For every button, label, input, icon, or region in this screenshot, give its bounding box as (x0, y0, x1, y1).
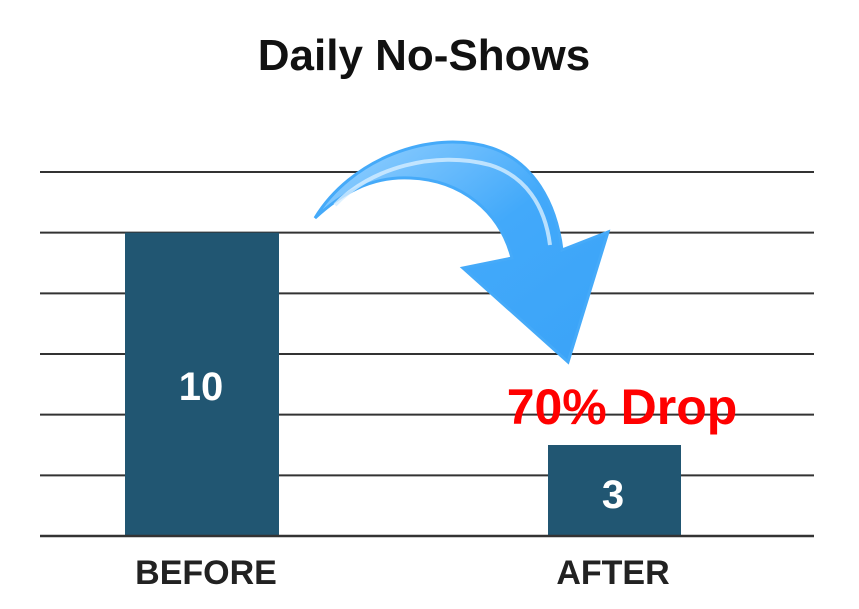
bar-before (125, 232, 279, 536)
chart-title: Daily No-Shows (258, 31, 591, 80)
drop-annotation: 70% Drop (507, 379, 738, 435)
bars (125, 232, 681, 536)
bar-data-label-before: 10 (179, 365, 224, 409)
bar-after (548, 445, 681, 536)
curved-arrow-icon (313, 140, 611, 365)
x-tick-label-after: AFTER (556, 554, 669, 592)
x-tick-label-before: BEFORE (135, 554, 277, 592)
bar-data-label-after: 3 (602, 473, 624, 517)
